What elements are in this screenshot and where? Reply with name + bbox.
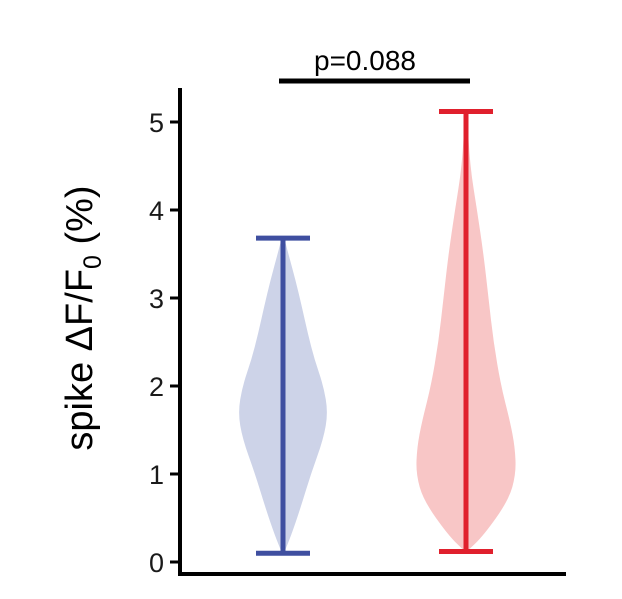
y-tick-label-3: 3	[149, 284, 164, 314]
y-axis-label-subscript: 0	[79, 255, 107, 269]
y-axis-label-suffix: (%)	[59, 185, 101, 255]
y-tick-label-1: 1	[149, 460, 164, 490]
y-tick-label-0: 0	[149, 548, 164, 578]
y-tick-label-4: 4	[149, 196, 164, 226]
y-axis-label: spike ΔF/F0 (%)	[59, 185, 107, 450]
y-axis-label-main: spike ΔF/F	[59, 269, 101, 451]
y-tick-label-2: 2	[149, 372, 164, 402]
y-tick-label-5: 5	[149, 108, 164, 138]
axes-layer: 0 1 2 3 4 5	[149, 88, 566, 578]
significance-annotation: p=0.088	[279, 45, 470, 84]
violins-layer	[239, 108, 516, 556]
p-value-label: p=0.088	[314, 45, 416, 76]
